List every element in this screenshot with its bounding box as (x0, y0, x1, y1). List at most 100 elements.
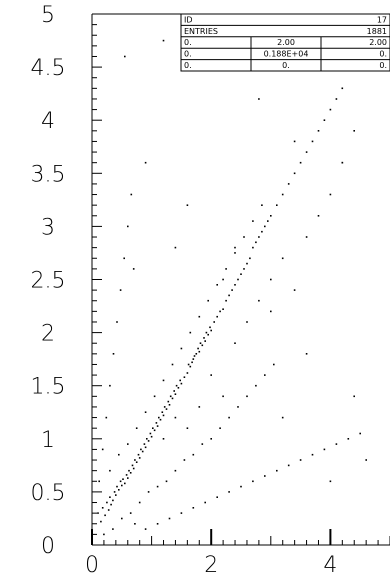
data-point (121, 484, 123, 487)
data-point (255, 384, 257, 387)
y-tick-label: 1.5 (31, 375, 66, 400)
data-point (144, 528, 147, 530)
data-point (258, 236, 260, 238)
data-point (169, 395, 172, 398)
stats-cell: 0. (379, 61, 387, 70)
data-point (258, 299, 260, 302)
data-point (134, 459, 136, 461)
data-point (149, 432, 152, 435)
data-point (267, 220, 269, 222)
data-point (159, 418, 162, 421)
data-point (143, 443, 146, 445)
data-point (317, 130, 320, 132)
stats-box: ID 17 ENTRIES 1881 0. 2.00 2.00 0. 0.188E+04 0. 0.… (180, 13, 390, 72)
data-point (119, 480, 122, 483)
data-point (204, 340, 206, 342)
data-point (193, 355, 196, 357)
data-point (213, 321, 215, 323)
data-point (147, 440, 150, 442)
data-point (130, 193, 133, 196)
data-point (173, 390, 175, 392)
data-point (101, 507, 104, 509)
data-point (118, 453, 120, 456)
data-point (207, 333, 209, 336)
data-point (110, 503, 112, 506)
data-point (207, 299, 209, 302)
data-point (198, 350, 201, 353)
data-point (123, 257, 125, 260)
data-point (317, 215, 320, 217)
data-point (191, 361, 193, 364)
data-point (228, 294, 230, 297)
data-point (103, 533, 105, 536)
data-point (252, 480, 254, 483)
data-point (353, 130, 355, 132)
data-point (121, 517, 123, 520)
data-point (323, 119, 326, 121)
data-point (261, 204, 263, 206)
data-point (264, 225, 266, 228)
y-tick-label: 2.5 (31, 269, 66, 294)
data-point (186, 427, 189, 429)
data-point (281, 193, 284, 196)
data-point (240, 273, 242, 275)
data-point (234, 246, 236, 249)
data-point (132, 268, 135, 270)
data-point (329, 480, 332, 483)
data-point (197, 347, 199, 350)
data-point (210, 374, 212, 376)
data-point (152, 427, 154, 429)
data-point (168, 404, 171, 406)
data-point (109, 384, 111, 387)
data-point (112, 499, 114, 502)
data-point (162, 379, 165, 382)
data-point (329, 193, 332, 196)
data-point (216, 315, 218, 318)
data-point (273, 363, 275, 366)
data-point (124, 55, 126, 58)
data-point (153, 429, 156, 432)
y-tick-label: 2 (41, 322, 55, 347)
data-point (305, 236, 308, 238)
data-point (104, 514, 106, 517)
data-point (138, 501, 141, 504)
data-point (109, 496, 111, 498)
data-point (144, 161, 147, 164)
data-point (150, 435, 153, 438)
data-point (189, 365, 192, 368)
data-point (287, 183, 290, 185)
data-point (201, 443, 204, 445)
data-point (281, 257, 284, 260)
data-point (335, 443, 338, 445)
data-point (252, 246, 254, 249)
data-point (219, 427, 221, 429)
y-tick-label: 1 (41, 428, 55, 453)
data-point (177, 387, 180, 389)
data-point (258, 98, 260, 100)
data-point (127, 477, 129, 479)
data-point (115, 494, 117, 496)
data-point (135, 427, 138, 429)
data-point (116, 321, 118, 323)
data-point (156, 523, 159, 525)
x-tick-label: 0 (85, 553, 99, 575)
data-point (179, 379, 181, 382)
data-point (174, 246, 177, 249)
data-point (252, 220, 254, 222)
data-point (287, 464, 290, 467)
data-point (246, 262, 248, 265)
data-point (222, 278, 224, 281)
data-point (113, 491, 116, 493)
data-point (246, 395, 248, 398)
data-point (293, 172, 296, 175)
data-point (171, 397, 174, 400)
data-point (234, 284, 236, 286)
data-point (168, 517, 171, 520)
data-point (187, 363, 190, 366)
y-tick-label: 3.5 (31, 162, 66, 187)
data-point (132, 467, 135, 470)
data-point (329, 108, 332, 111)
data-point (243, 268, 245, 270)
y-tick-label: 0.5 (31, 481, 66, 506)
